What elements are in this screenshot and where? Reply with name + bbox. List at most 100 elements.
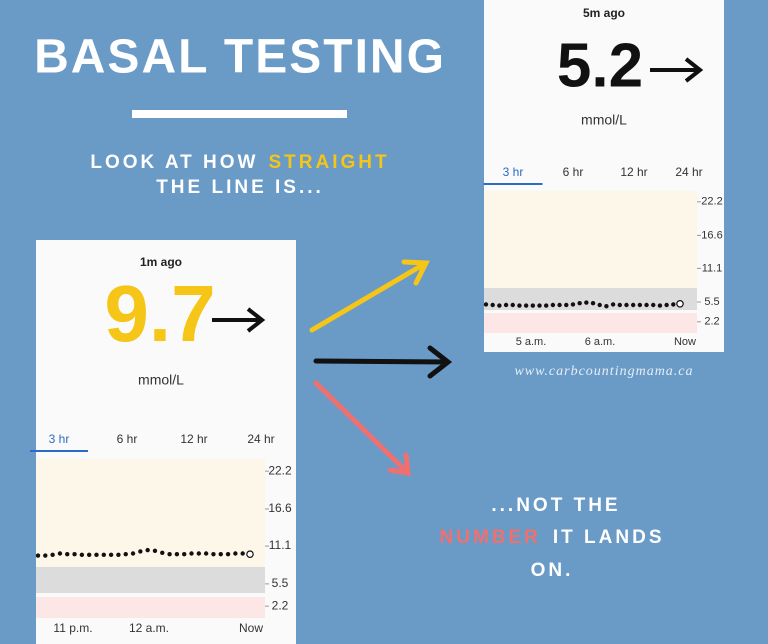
glucose-dot bbox=[174, 551, 180, 557]
trend-arrow bbox=[650, 57, 704, 83]
glucose-dot bbox=[233, 551, 238, 556]
glucose-dot bbox=[523, 303, 529, 308]
glucose-dot bbox=[630, 302, 636, 308]
low-band bbox=[36, 597, 265, 618]
glucose-dot bbox=[483, 302, 489, 307]
glucose-dot bbox=[240, 551, 245, 556]
glucose-dot bbox=[564, 302, 569, 308]
glucose-dot bbox=[167, 551, 172, 557]
glucose-dot bbox=[584, 300, 589, 305]
glucose-dot bbox=[211, 551, 216, 557]
intro-text: LOOK AT HOW bbox=[90, 152, 258, 173]
target-band bbox=[36, 567, 265, 593]
outro-text: IT LANDS bbox=[553, 527, 665, 548]
arrow bbox=[309, 259, 430, 333]
glucose-dot bbox=[530, 303, 536, 308]
glucose-dot bbox=[503, 302, 509, 308]
glucose-dot bbox=[676, 299, 684, 308]
outro-highlight: NUMBER bbox=[440, 527, 541, 548]
title: BASAL TESTING bbox=[34, 31, 446, 84]
glucose-dot bbox=[225, 551, 231, 557]
chart-area bbox=[36, 459, 265, 567]
glucose-dot bbox=[65, 551, 70, 557]
glucose-dot bbox=[101, 552, 106, 558]
glucose-dot bbox=[577, 301, 582, 306]
glucose-dot bbox=[196, 551, 202, 556]
glucose-dot bbox=[517, 303, 522, 308]
glucose-dot bbox=[152, 548, 158, 553]
trend-arrow bbox=[212, 307, 266, 333]
glucose-dot bbox=[510, 302, 515, 308]
glucose-dot bbox=[637, 302, 643, 308]
glucose-dot bbox=[671, 302, 676, 307]
glucose-dot bbox=[624, 302, 629, 308]
glucose-dot bbox=[160, 550, 165, 556]
y-tick-label: 22.2 bbox=[268, 463, 292, 477]
glucose-dot bbox=[50, 552, 55, 558]
glucose-dot bbox=[130, 551, 136, 556]
chart-area bbox=[484, 191, 697, 288]
glucose-dot bbox=[43, 553, 48, 558]
time-tab[interactable]: 24 hr bbox=[247, 432, 274, 446]
time-tab[interactable]: 12 hr bbox=[180, 432, 207, 446]
y-tick-label: 5.5 bbox=[272, 576, 289, 590]
target-band bbox=[484, 288, 697, 310]
y-tick-label: 16.6 bbox=[268, 501, 292, 515]
glucose-dot bbox=[610, 302, 616, 307]
time-tab[interactable]: 6 hr bbox=[563, 165, 584, 179]
glucose-dot bbox=[664, 302, 669, 308]
glucose-dot bbox=[79, 552, 85, 558]
glucose-reading: 5.2 bbox=[557, 31, 643, 100]
title-underline bbox=[132, 110, 347, 118]
time-tab[interactable]: 24 hr bbox=[675, 165, 702, 179]
website: www.carbcountingmama.ca bbox=[514, 364, 693, 379]
glucose-dot bbox=[651, 302, 656, 308]
x-tick-label: 12 a.m. bbox=[129, 621, 169, 635]
unit: mmol/L bbox=[581, 112, 627, 128]
glucose-dot bbox=[182, 551, 187, 557]
glucose-dot bbox=[35, 553, 41, 558]
x-tick-label: Now bbox=[239, 621, 263, 635]
glucose-dot bbox=[108, 552, 114, 558]
glucose-dot bbox=[86, 552, 92, 558]
glucose-dot bbox=[544, 303, 549, 308]
y-tick-label: 11.1 bbox=[269, 538, 292, 552]
glucose-reading: 9.7 bbox=[104, 269, 215, 358]
time-tab[interactable]: 3 hr bbox=[49, 432, 70, 446]
intro-highlight: STRAIGHT bbox=[268, 152, 389, 173]
glucose-dot bbox=[145, 547, 150, 553]
glucose-dot bbox=[570, 302, 576, 307]
time-tab[interactable]: 3 hr bbox=[503, 165, 524, 179]
low-band bbox=[484, 313, 697, 333]
glucose-dot bbox=[218, 551, 223, 557]
glucose-dot bbox=[72, 551, 77, 557]
tab-indicator bbox=[483, 183, 543, 185]
y-tick-label: 5.5 bbox=[704, 296, 719, 308]
glucose-dot bbox=[490, 302, 495, 308]
glucose-dot bbox=[497, 303, 502, 308]
glucose-dot bbox=[537, 303, 542, 308]
glucose-dot bbox=[189, 551, 194, 556]
intro-line: THE LINE IS... bbox=[156, 177, 324, 198]
intro-line: LOOK AT HOW STRAIGHT bbox=[90, 152, 389, 173]
glucose-dot bbox=[590, 301, 596, 306]
glucose-dot bbox=[597, 302, 602, 308]
glucose-dot bbox=[557, 302, 562, 308]
glucose-dot bbox=[94, 552, 99, 558]
glucose-dot bbox=[604, 304, 609, 309]
glucose-dot bbox=[57, 551, 63, 556]
arrow bbox=[313, 380, 411, 477]
glucose-dot bbox=[138, 549, 143, 554]
arrows bbox=[309, 259, 453, 477]
arrow bbox=[313, 345, 453, 379]
time-ago: 5m ago bbox=[583, 6, 625, 20]
time-tab[interactable]: 6 hr bbox=[117, 432, 138, 446]
glucose-dot bbox=[657, 303, 663, 308]
y-tick-label: 2.2 bbox=[704, 316, 719, 328]
glucose-dot bbox=[116, 552, 121, 558]
time-tab[interactable]: 12 hr bbox=[620, 165, 647, 179]
time-ago: 1m ago bbox=[140, 255, 182, 269]
